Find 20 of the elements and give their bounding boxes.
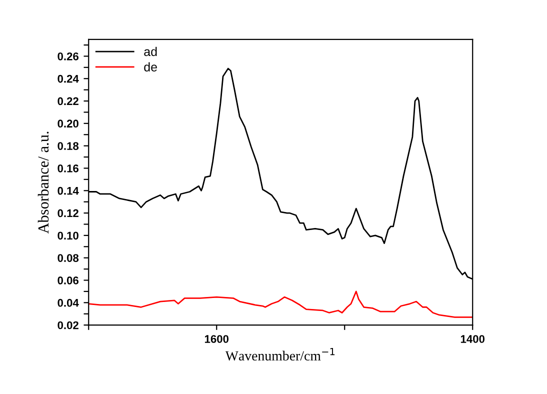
y-tick-label: 0.16 <box>58 164 78 172</box>
y-tick-label: 0.18 <box>58 142 79 150</box>
y-tick-label: 0.06 <box>58 276 78 284</box>
y-tick-label: 0.10 <box>58 232 78 240</box>
line-series <box>88 290 473 318</box>
x-axis-title: Wavenumber/cm$^{−1}$ <box>225 348 335 361</box>
legend-label: de <box>144 62 157 72</box>
x-tick-label: 1400 <box>460 335 485 343</box>
y-tick-label: 0.12 <box>58 209 78 218</box>
y-tick-label: 0.02 <box>58 321 78 330</box>
y-axis-title: Absorbance/ a.u. <box>38 132 49 234</box>
legend-label: ad <box>144 46 157 56</box>
y-tick-label: 0.08 <box>58 254 79 262</box>
y-tick-label: 0.24 <box>58 74 79 83</box>
y-tick-label: 0.20 <box>58 120 78 128</box>
y-tick-label: 0.04 <box>58 298 79 307</box>
x-tick-label: 1600 <box>204 335 229 343</box>
y-tick-label: 0.26 <box>58 52 78 60</box>
y-tick-label: 0.14 <box>58 186 79 195</box>
y-tick-label: 0.22 <box>58 97 78 106</box>
